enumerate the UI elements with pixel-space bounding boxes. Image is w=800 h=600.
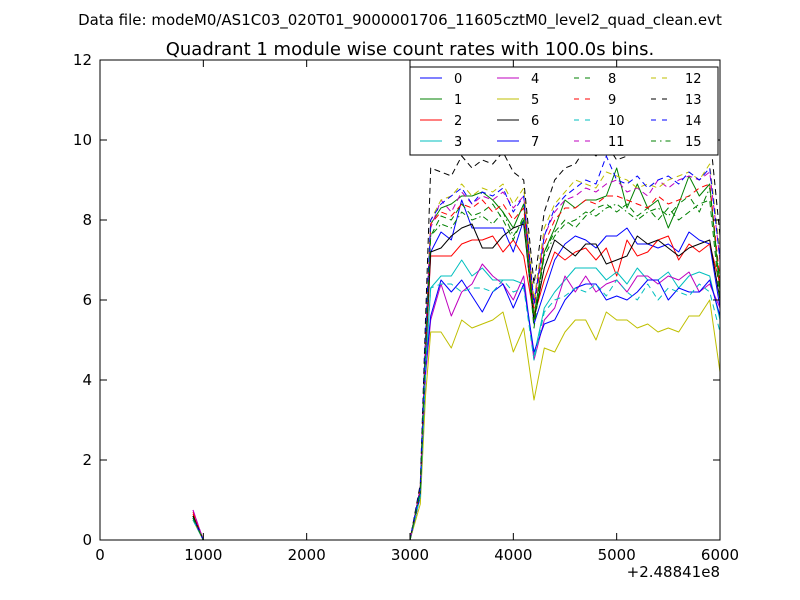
series-line-0 [192,199,720,540]
y-tick-label: 12 [73,51,92,69]
series-line-4 [192,263,720,540]
series-line-7 [192,279,720,540]
legend-label-5: 5 [531,93,539,108]
legend-label-8: 8 [608,72,616,87]
series-line-1 [192,167,720,540]
x-tick-label: 6000 [701,546,739,564]
legend-label-6: 6 [531,114,539,129]
series-line-2 [192,235,720,540]
legend-label-3: 3 [454,135,462,150]
series-line-14 [192,155,720,540]
legend-label-7: 7 [531,135,539,150]
series-line-9 [192,183,720,540]
figure-suptitle: Data file: modeM0/AS1C03_020T01_90000017… [78,11,722,30]
legend-label-9: 9 [608,93,616,108]
legend-label-4: 4 [531,72,539,87]
y-tick-label: 8 [82,211,92,229]
plot-frame [99,59,721,541]
y-tick-label: 6 [82,291,92,309]
x-tick-label: 1000 [184,546,222,564]
x-tick-label: 5000 [598,546,636,564]
legend-label-12: 12 [685,72,702,87]
legend-label-11: 11 [608,135,625,150]
legend-label-2: 2 [454,114,462,129]
legend-label-0: 0 [454,72,462,87]
legend-label-14: 14 [685,114,702,129]
x-tick-label: 0 [95,546,105,564]
series-line-5 [192,299,720,540]
series-line-15 [192,187,720,540]
y-tick-label: 0 [82,531,92,549]
y-tick-label: 4 [82,371,92,389]
x-tick-label: 4000 [494,546,532,564]
y-tick-label: 2 [82,451,92,469]
series-line-11 [192,171,720,540]
x-tick-label: 2000 [288,546,326,564]
x-tick-label: 3000 [391,546,429,564]
x-offset-label: +2.48841e8 [627,563,720,581]
series-line-10 [192,279,720,540]
y-tick-label: 10 [73,131,92,149]
series-line-6 [192,223,720,540]
legend-box [409,66,719,156]
chart-title: Quadrant 1 module wise count rates with … [166,39,655,60]
legend-label-13: 13 [685,93,702,108]
legend-label-15: 15 [685,135,702,150]
series-line-3 [192,259,720,540]
legend-label-1: 1 [454,93,462,108]
legend-label-10: 10 [608,114,625,129]
series-line-8 [192,199,720,540]
